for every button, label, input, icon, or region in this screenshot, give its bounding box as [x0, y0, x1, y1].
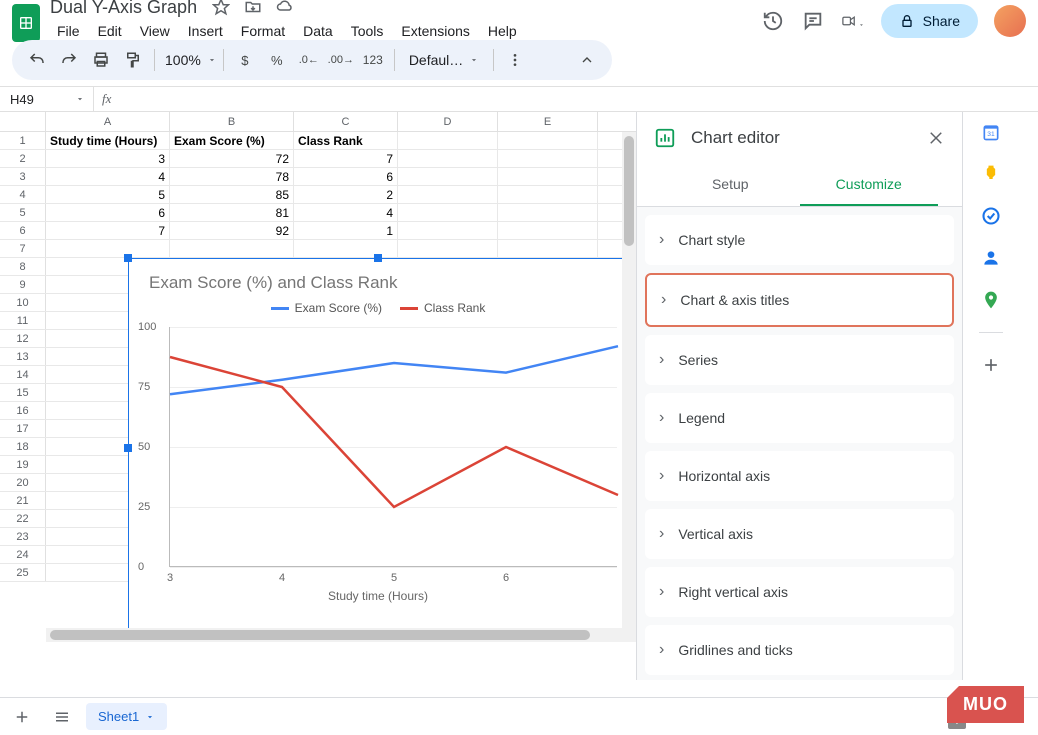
side-panel-rail: 31 — [962, 112, 1018, 680]
add-sheet-icon[interactable] — [6, 703, 38, 731]
toolbar: 100% $ % .0← .00→ 123 Defaul… — [12, 40, 612, 80]
all-sheets-icon[interactable] — [46, 703, 78, 731]
cloud-icon[interactable] — [275, 0, 295, 17]
chart-plot-area: 02550751003456 — [169, 327, 617, 567]
close-icon[interactable] — [926, 128, 946, 148]
contacts-icon[interactable] — [981, 248, 1001, 268]
share-button[interactable]: Share — [881, 4, 978, 38]
legend-series-1: Exam Score (%) — [295, 301, 382, 315]
redo-icon[interactable] — [54, 45, 84, 75]
section-chart-style[interactable]: ›Chart style — [645, 215, 954, 265]
horizontal-scrollbar[interactable] — [46, 628, 636, 642]
chart-icon — [653, 126, 677, 150]
increase-decimal-icon[interactable]: .00→ — [326, 45, 356, 75]
section-horizontal-axis[interactable]: ›Horizontal axis — [645, 451, 954, 501]
chevron-down-icon[interactable] — [207, 55, 217, 65]
sheet-tab-bar: Sheet1 — [0, 697, 1038, 735]
move-icon[interactable] — [243, 0, 263, 17]
col-header-a[interactable]: A — [46, 112, 170, 131]
share-label: Share — [923, 13, 960, 29]
sheet-tab-1[interactable]: Sheet1 — [86, 703, 167, 730]
tab-setup[interactable]: Setup — [661, 164, 800, 206]
name-box-value: H49 — [10, 92, 34, 107]
legend-series-2: Class Rank — [424, 301, 485, 315]
muo-watermark: MUO — [947, 686, 1024, 723]
chart-legend: Exam Score (%) Class Rank — [129, 301, 627, 321]
spreadsheet-grid[interactable]: A B C D E 1Study time (Hours)Exam Score … — [0, 112, 636, 680]
menu-view[interactable]: View — [133, 19, 177, 43]
meet-icon[interactable] — [841, 9, 865, 33]
menu-data[interactable]: Data — [296, 19, 340, 43]
col-header-e[interactable]: E — [498, 112, 598, 131]
sheets-logo-icon[interactable] — [12, 4, 40, 42]
menu-insert[interactable]: Insert — [181, 19, 230, 43]
decrease-decimal-icon[interactable]: .0← — [294, 45, 324, 75]
menu-file[interactable]: File — [50, 19, 87, 43]
star-icon[interactable] — [211, 0, 231, 17]
paint-format-icon[interactable] — [118, 45, 148, 75]
section-right-vertical-axis[interactable]: ›Right vertical axis — [645, 567, 954, 617]
chart-title: Exam Score (%) and Class Rank — [129, 259, 627, 301]
comments-icon[interactable] — [801, 9, 825, 33]
avatar[interactable] — [994, 5, 1026, 37]
section-gridlines-ticks[interactable]: ›Gridlines and ticks — [645, 625, 954, 675]
collapse-toolbar-icon[interactable] — [572, 45, 602, 75]
editor-title: Chart editor — [691, 128, 912, 148]
menu-edit[interactable]: Edit — [91, 19, 129, 43]
section-legend[interactable]: ›Legend — [645, 393, 954, 443]
col-header-d[interactable]: D — [398, 112, 498, 131]
zoom-level[interactable]: 100% — [161, 52, 205, 68]
lock-icon — [899, 13, 915, 29]
col-header-c[interactable]: C — [294, 112, 398, 131]
fx-label: fx — [94, 91, 119, 107]
section-vertical-axis[interactable]: ›Vertical axis — [645, 509, 954, 559]
section-chart-axis-titles[interactable]: ›Chart & axis titles — [645, 273, 954, 327]
section-series[interactable]: ›Series — [645, 335, 954, 385]
calendar-icon[interactable]: 31 — [981, 122, 1001, 142]
menu-help[interactable]: Help — [481, 19, 524, 43]
currency-button[interactable]: $ — [230, 45, 260, 75]
document-title[interactable]: Dual Y-Axis Graph — [50, 0, 197, 18]
font-name: Defaul… — [409, 52, 463, 68]
add-addon-icon[interactable] — [981, 355, 1001, 375]
chart-embedded[interactable]: Exam Score (%) and Class Rank Exam Score… — [128, 258, 628, 638]
percent-button[interactable]: % — [262, 45, 292, 75]
menu-tools[interactable]: Tools — [344, 19, 391, 43]
font-dropdown[interactable]: Defaul… — [401, 52, 487, 68]
chevron-down-icon — [75, 94, 85, 104]
svg-text:31: 31 — [987, 131, 995, 138]
menu-format[interactable]: Format — [234, 19, 292, 43]
more-icon[interactable] — [500, 45, 530, 75]
tab-customize[interactable]: Customize — [800, 164, 939, 206]
chart-x-axis-label: Study time (Hours) — [129, 589, 627, 603]
tasks-icon[interactable] — [981, 206, 1001, 226]
keep-icon[interactable] — [981, 164, 1001, 184]
col-header-b[interactable]: B — [170, 112, 294, 131]
name-box[interactable]: H49 — [0, 87, 94, 111]
vertical-scrollbar[interactable] — [622, 132, 636, 628]
number-format-button[interactable]: 123 — [358, 45, 388, 75]
print-icon[interactable] — [86, 45, 116, 75]
maps-icon[interactable] — [981, 290, 1001, 310]
undo-icon[interactable] — [22, 45, 52, 75]
menu-extensions[interactable]: Extensions — [394, 19, 476, 43]
chart-editor-panel: Chart editor Setup Customize ›Chart styl… — [636, 112, 962, 680]
history-icon[interactable] — [761, 9, 785, 33]
